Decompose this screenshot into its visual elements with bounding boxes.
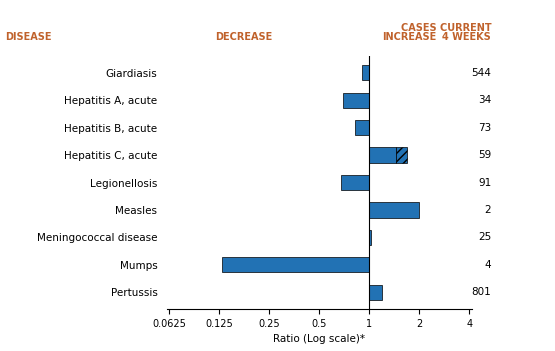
Bar (361, 65, 369, 80)
Bar (222, 257, 369, 272)
Text: 4: 4 (485, 260, 491, 270)
Bar (344, 93, 369, 108)
Text: 25: 25 (478, 232, 491, 243)
Text: DISEASE: DISEASE (6, 32, 52, 42)
Text: 91: 91 (478, 178, 491, 187)
Text: 59: 59 (478, 150, 491, 160)
Text: CASES CURRENT: CASES CURRENT (401, 24, 491, 33)
Bar (396, 147, 407, 163)
Text: 73: 73 (478, 122, 491, 133)
Bar (369, 285, 382, 300)
Bar (369, 230, 371, 245)
Text: 544: 544 (471, 68, 491, 78)
Bar (355, 120, 369, 135)
Bar (369, 147, 396, 163)
Bar (369, 203, 419, 218)
Text: 801: 801 (471, 287, 491, 297)
Text: DECREASE: DECREASE (215, 32, 273, 42)
X-axis label: Ratio (Log scale)*: Ratio (Log scale)* (273, 334, 365, 344)
Bar (341, 175, 369, 190)
Text: 2: 2 (485, 205, 491, 215)
Text: 4 WEEKS: 4 WEEKS (442, 32, 491, 42)
Text: INCREASE: INCREASE (382, 32, 436, 42)
Text: 34: 34 (478, 95, 491, 105)
